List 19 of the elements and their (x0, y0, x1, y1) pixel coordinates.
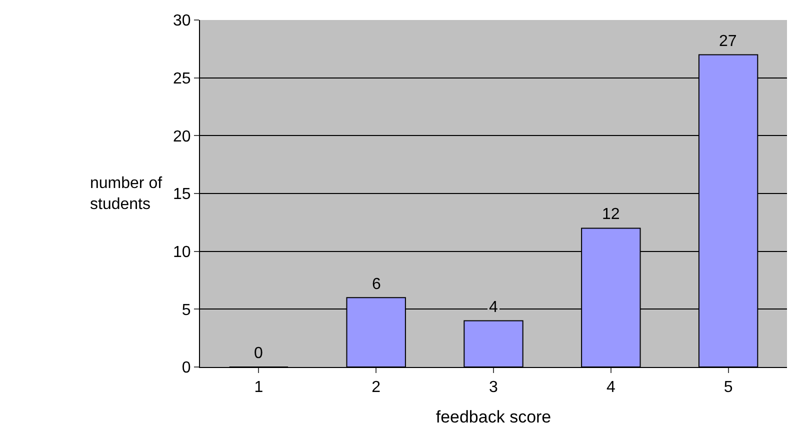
y-tick-label: 5 (182, 302, 191, 319)
data-label: 6 (372, 276, 381, 293)
x-tick-label: 4 (606, 379, 616, 396)
data-label: 12 (602, 206, 620, 223)
data-label: 27 (719, 33, 737, 50)
x-tick-label: 5 (724, 379, 733, 396)
x-tick-label: 3 (489, 379, 498, 396)
x-axis-title: feedback score (436, 408, 552, 427)
y-axis-title: number of students (90, 175, 163, 213)
y-tick-label: 20 (173, 128, 191, 146)
y-tick-label: 15 (173, 186, 191, 204)
y-tick-label: 30 (173, 12, 191, 30)
data-label: 4 (489, 299, 498, 316)
data-label: 0 (254, 345, 263, 362)
x-tick-label: 2 (372, 379, 381, 396)
x-tick-label: 1 (254, 379, 264, 396)
y-tick-label: 0 (182, 360, 191, 377)
y-tick-label: 25 (173, 70, 191, 88)
y-tick-label: 10 (173, 244, 191, 261)
